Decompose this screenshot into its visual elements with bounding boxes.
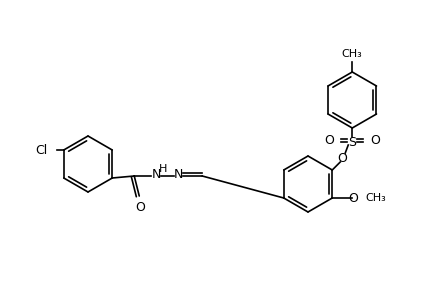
- Text: Cl: Cl: [36, 143, 48, 157]
- Text: CH₃: CH₃: [365, 193, 386, 203]
- Text: H: H: [159, 164, 167, 174]
- Text: O: O: [325, 135, 334, 147]
- Text: S: S: [348, 135, 356, 149]
- Text: O: O: [370, 135, 380, 147]
- Text: O: O: [348, 192, 358, 204]
- Text: O: O: [337, 152, 347, 164]
- Text: O: O: [135, 201, 145, 214]
- Text: CH₃: CH₃: [342, 49, 363, 59]
- Text: N: N: [151, 168, 161, 182]
- Text: N: N: [174, 168, 183, 182]
